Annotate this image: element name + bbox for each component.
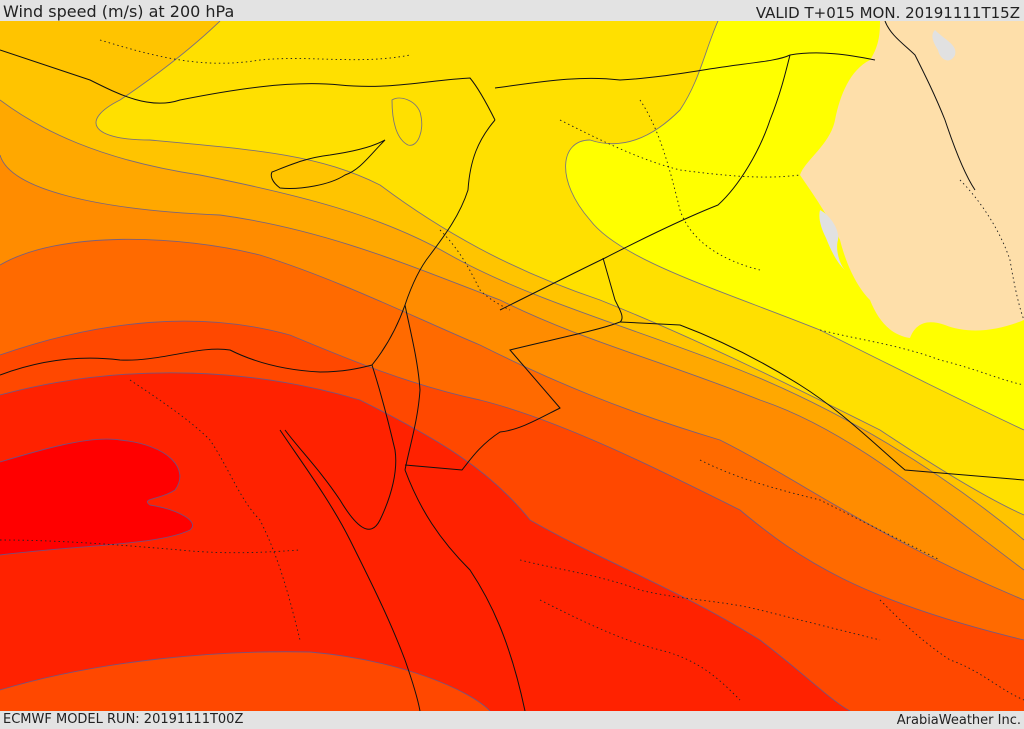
land-mask-iran [800,21,1024,338]
lake-urmia [932,30,956,61]
wind-speed-map [0,21,1024,711]
credit-label: ArabiaWeather Inc. [896,713,1021,728]
model-run-label: ECMWF MODEL RUN: 20191111T00Z [3,712,244,727]
header-bar: Wind speed (m/s) at 200 hPa VALID T+015 … [0,0,1024,21]
footer-bar: ECMWF MODEL RUN: 20191111T00Z ArabiaWeat… [0,711,1024,729]
persian-gulf-coast [819,210,845,270]
internal-boundaries [0,39,1024,701]
chart-title: Wind speed (m/s) at 200 hPa [3,2,235,21]
coastlines-borders [0,21,1024,711]
band-7-south [0,651,490,711]
band-8 [0,372,850,711]
valid-time-label: VALID T+015 MON. 20191111T15Z [755,4,1020,22]
band-9 [0,439,193,555]
